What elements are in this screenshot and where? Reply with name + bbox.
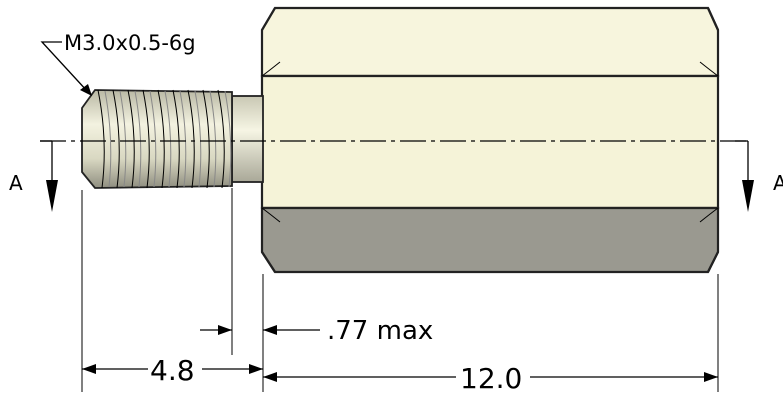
hex-body-middle-face bbox=[260, 74, 720, 210]
extension-lines bbox=[81, 188, 719, 392]
thread-profile bbox=[81, 89, 233, 189]
hex-body bbox=[260, 6, 720, 274]
body-length-dimension bbox=[263, 372, 718, 382]
thread-root bbox=[134, 90, 142, 188]
thread-root bbox=[224, 90, 232, 188]
section-label-right: A bbox=[773, 171, 783, 195]
thread-root bbox=[149, 90, 157, 188]
thread-root bbox=[164, 90, 172, 188]
thread-crest bbox=[142, 89, 150, 189]
thread-length-label: 4.8 bbox=[150, 354, 195, 387]
thread-crest bbox=[127, 89, 135, 189]
relief-dimension bbox=[200, 325, 320, 335]
thread-crest bbox=[187, 89, 195, 189]
thread-root bbox=[119, 90, 127, 188]
thread-callout-leader bbox=[40, 41, 92, 96]
thread-crest bbox=[97, 89, 105, 189]
section-marker-right bbox=[735, 140, 754, 212]
relief-dimension-label: .77 max bbox=[327, 316, 433, 346]
thread-root bbox=[104, 90, 112, 188]
thread-crest bbox=[202, 89, 210, 189]
threaded-stud bbox=[81, 89, 233, 189]
thread-spec-label: M3.0x0.5-6g bbox=[64, 31, 196, 55]
hex-body-bottom-face bbox=[260, 206, 720, 274]
thread-root bbox=[209, 90, 217, 188]
thread-crest bbox=[217, 89, 225, 189]
thread-length-dimension bbox=[82, 364, 263, 374]
thread-crest bbox=[157, 89, 165, 189]
thread-crest bbox=[172, 89, 180, 189]
hex-body-top-face bbox=[260, 6, 720, 78]
thread-root bbox=[194, 90, 202, 188]
thread-root bbox=[179, 90, 187, 188]
thread-crest bbox=[112, 89, 120, 189]
section-marker-left bbox=[40, 140, 58, 212]
thread-relief bbox=[231, 95, 264, 183]
body-length-label: 12.0 bbox=[460, 362, 522, 395]
section-label-left: A bbox=[9, 171, 23, 195]
